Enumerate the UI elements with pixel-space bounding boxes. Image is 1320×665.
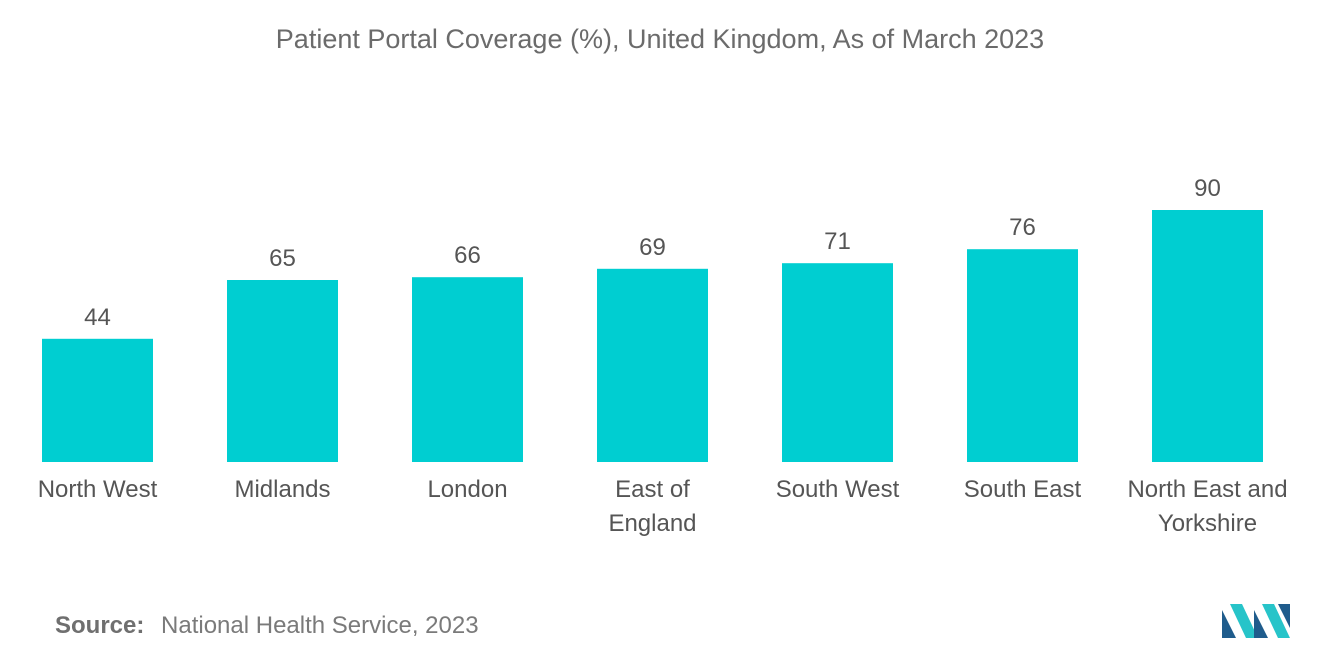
data-label: 65 (269, 245, 296, 272)
category-label: South West (776, 476, 900, 503)
chart-title: Patient Portal Coverage (%), United King… (275, 24, 1045, 54)
category-label: South East (964, 476, 1082, 503)
category-label: Midlands (234, 476, 330, 503)
bar (782, 263, 893, 462)
category-label: East of England (608, 476, 696, 537)
data-label: 66 (454, 242, 481, 269)
bar-chart: 44 North West 65 Midlands 66 London 69 East of E… (38, 175, 1288, 537)
data-label: 71 (824, 228, 851, 255)
source-label: Source: (55, 612, 145, 639)
bar (597, 268, 708, 462)
data-label: 69 (639, 234, 666, 261)
brand-logo-icon (1222, 604, 1290, 638)
data-label: 44 (84, 304, 111, 331)
data-label: 76 (1009, 214, 1036, 241)
bar (967, 249, 1078, 462)
category-label: London (427, 476, 507, 503)
data-label: 90 (1194, 175, 1221, 202)
category-label: North East and Yorkshire (1127, 476, 1287, 537)
source-line: Source: National Health Service, 2023 (55, 612, 479, 640)
bar (42, 338, 153, 462)
bar (412, 277, 523, 462)
bar (227, 280, 338, 462)
source-text: National Health Service, 2023 (161, 612, 479, 639)
bar (1152, 210, 1263, 462)
category-label: North West (38, 476, 158, 503)
